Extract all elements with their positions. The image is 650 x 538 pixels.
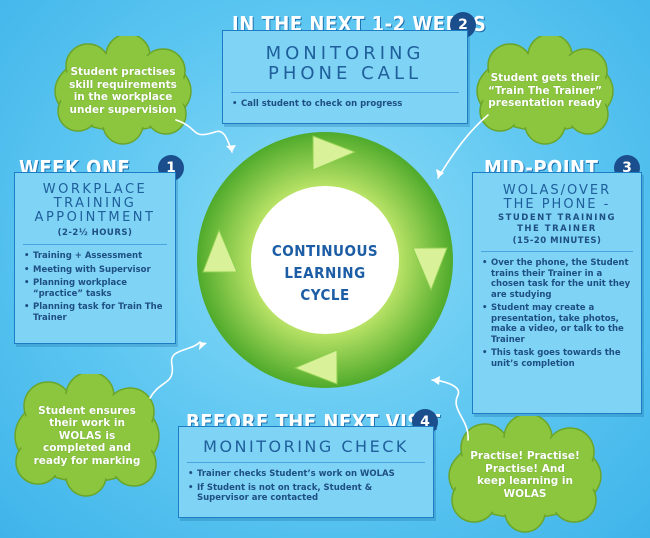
cycle-title: CONTINUOUS LEARNING CYCLE: [271, 242, 379, 304]
panel-week-one-bullets: Training + Assessment Meeting with Super…: [23, 251, 169, 323]
arrow-bottom-left: [149, 341, 201, 399]
cycle-arrow-bottom: [293, 349, 338, 385]
panel-next-weeks-subtitle: MONITORING PHONE CALL: [265, 43, 425, 84]
cloud-top-left: Student practises skill requirements in …: [48, 36, 198, 146]
learning-cycle-ring: [197, 132, 453, 388]
panel-next-weeks-bullets: Call student to check on progress: [231, 99, 467, 110]
panel-week-one-duration: (2-2½ HOURS): [57, 228, 133, 238]
panel-week-one-subtitle: WORKPLACE TRAINING APPOINTMENT: [34, 182, 156, 225]
arrow-top-left: [175, 119, 233, 153]
bullet: Training + Assessment: [23, 251, 169, 262]
panel-next-weeks: MONITORING PHONE CALL Call student to ch…: [222, 30, 468, 124]
cloud-shape-icon: [448, 416, 602, 533]
panel-mid-point-subtitle: WOLAS/OVER THE PHONE -: [502, 183, 612, 212]
panel-mid-point: WOLAS/OVER THE PHONE - STUDENT TRAINING …: [472, 172, 642, 414]
panel-mid-point-duration: (15-20 MINUTES): [512, 236, 602, 246]
cloud-shape-icon: [14, 374, 160, 497]
bullet: Over the phone, the Student trains their…: [481, 258, 633, 300]
cloud-shape-icon: [54, 36, 192, 145]
cycle-arrow-left: [202, 228, 238, 273]
panel-mid-point-note: STUDENT TRAINING THE TRAINER: [497, 213, 616, 234]
panel-week-one: WORKPLACE TRAINING APPOINTMENT (2-2½ HOU…: [14, 172, 176, 344]
bullet: Call student to check on progress: [231, 99, 467, 110]
arrow-bottom-right: [431, 379, 469, 441]
cloud-bottom-left: Student ensures their work in WOLAS is c…: [8, 374, 166, 498]
cloud-top-right: Student gets their “Train The Trainer” p…: [470, 36, 620, 146]
bullet: If Student is not on track, Student & Su…: [187, 483, 425, 504]
panel-before-visit-subtitle: MONITORING CHECK: [203, 437, 409, 456]
cycle-arrow-top: [312, 135, 357, 171]
bullet: Student may create a presentation, take …: [481, 303, 633, 345]
cloud-shape-icon: [476, 36, 614, 145]
bullet: Planning workplace “practice” tasks: [23, 278, 169, 299]
panel-before-visit: MONITORING CHECK Trainer checks Student’…: [178, 426, 434, 518]
arrowhead-top-left: [226, 145, 236, 152]
bullet: This task goes towards the unit’s comple…: [481, 348, 633, 369]
cloud-bottom-right: Practise! Practise! Practise! And keep l…: [440, 416, 610, 534]
arrow-top-right: [437, 114, 489, 179]
arrowhead-top-right: [436, 169, 444, 178]
bullet: Meeting with Supervisor: [23, 265, 169, 276]
bullet: Trainer checks Student’s work on WOLAS: [187, 469, 425, 480]
arrowhead-bottom-left: [199, 342, 207, 350]
panel-mid-point-bullets: Over the phone, the Student trains their…: [481, 258, 633, 369]
panel-before-visit-bullets: Trainer checks Student’s work on WOLAS I…: [187, 469, 425, 504]
arrowhead-bottom-right: [432, 376, 440, 385]
cycle-arrow-right: [412, 247, 448, 292]
bullet: Planning task for Train The Trainer: [23, 302, 169, 323]
